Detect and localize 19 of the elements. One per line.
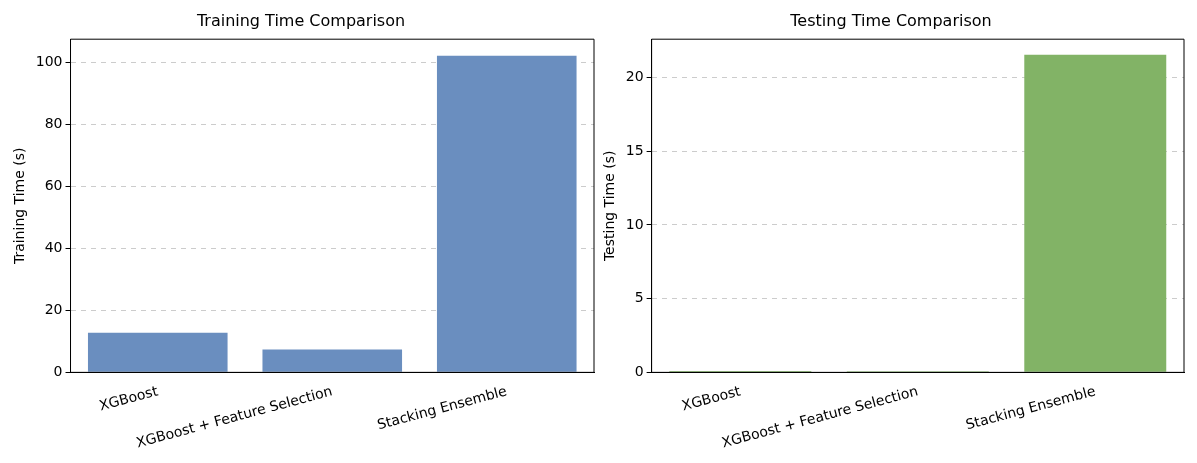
y-tick-label: 20 [625,68,644,85]
y-tick-label: 100 [35,53,63,70]
y-tick-label: 0 [634,363,644,380]
y-tick-label: 40 [44,239,63,256]
chart-title: Training Time Comparison [195,10,406,30]
y-tick-label: 10 [625,215,644,232]
y-tick-label: 60 [44,177,63,194]
bar [1024,54,1167,372]
bar [262,349,403,372]
bar [87,332,228,372]
y-tick-label: 0 [53,363,63,380]
chart-title: Testing Time Comparison [789,10,992,30]
y-axis-title: Training Time (s) [11,147,28,266]
y-tick-label: 20 [44,301,63,318]
y-tick-label: 5 [634,289,644,306]
y-tick-label: 80 [44,115,63,132]
y-axis-title: Testing Time (s) [601,150,618,263]
bar [436,55,577,372]
y-tick-label: 15 [625,141,644,158]
